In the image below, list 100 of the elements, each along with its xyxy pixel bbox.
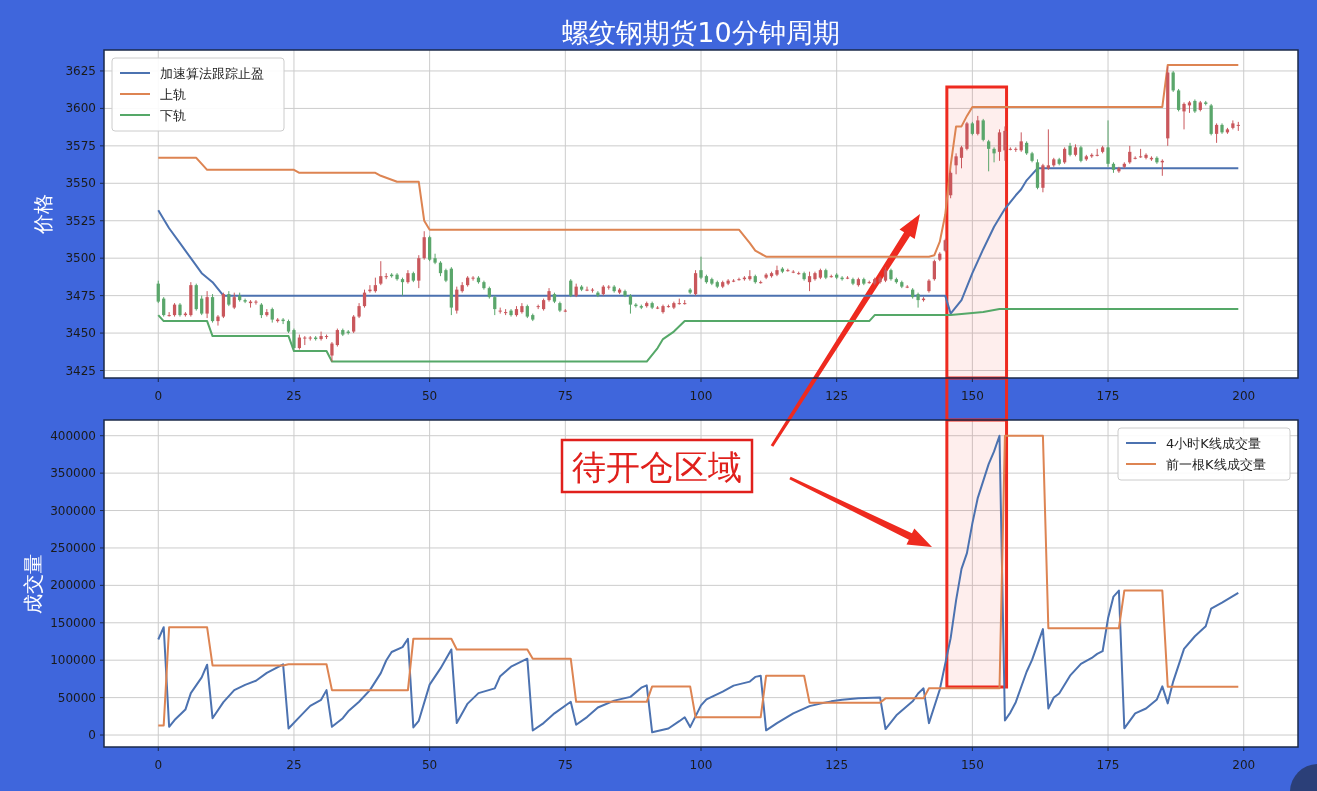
annotation: 待开仓区域 (572, 447, 742, 487)
candlestick (319, 331, 323, 342)
line-series (157, 308, 1240, 363)
y-tick-label: 250000 (50, 540, 96, 555)
line-series (157, 167, 1240, 315)
candlestick (254, 299, 258, 306)
y-tick-label: 100000 (50, 653, 96, 668)
y-tick-label: 3500 (65, 251, 96, 266)
x-tick-label: 175 (1096, 758, 1120, 772)
candlestick (330, 341, 334, 363)
candlestick (981, 118, 985, 142)
y-tick-label: 3575 (65, 138, 96, 153)
candlestick (1144, 152, 1148, 160)
y-tick-label: 3450 (65, 326, 96, 341)
x-tick-label: 50 (422, 758, 438, 772)
candlestick (194, 283, 198, 312)
candlestick (471, 275, 475, 282)
x-tick-label: 125 (825, 389, 849, 403)
candlestick (200, 295, 204, 316)
candlestick (205, 290, 209, 319)
x-tick-label: 150 (960, 758, 984, 772)
candlestick (1014, 146, 1018, 153)
candlestick (1046, 128, 1050, 171)
candlestick (1171, 70, 1175, 93)
candlestick (992, 146, 996, 163)
y-tick-label: 0 (88, 728, 96, 743)
candlestick (596, 290, 600, 298)
candlestick (216, 314, 220, 327)
x-tick-label: 25 (286, 389, 302, 403)
candlestick (693, 269, 698, 297)
legend-label: 4小时K线成交量 (1166, 436, 1261, 451)
candlestick (243, 298, 247, 304)
candlestick (997, 128, 1002, 162)
candlestick (428, 235, 432, 262)
candlestick (807, 271, 812, 292)
candlestick (308, 335, 312, 342)
candlestick (688, 287, 692, 295)
candlestick (878, 275, 882, 285)
candlestick (520, 302, 524, 315)
x-tick-label: 100 (689, 758, 713, 772)
candlestick (1019, 131, 1023, 153)
y-tick-label: 200000 (50, 578, 96, 593)
candlestick (167, 311, 171, 318)
y-tick-label: 400000 (50, 428, 96, 443)
candlestick (493, 295, 497, 316)
candlestick (417, 254, 421, 289)
candlestick (590, 287, 595, 294)
x-tick-label: 0 (154, 758, 163, 772)
y-tick-label: 350000 (50, 466, 96, 481)
candlestick (1214, 122, 1219, 144)
candlestick (156, 280, 160, 304)
candlestick (607, 284, 611, 291)
chart-title: 螺纹钢期货10分钟周期 (562, 17, 840, 48)
y-tick-label: 150000 (50, 615, 96, 630)
candlestick (916, 292, 920, 309)
candlestick (1182, 101, 1186, 130)
x-tick-label: 175 (1096, 389, 1120, 403)
candlestick (379, 260, 383, 286)
x-tick-label: 125 (825, 758, 849, 772)
candlestick (932, 259, 936, 282)
candlestick (433, 253, 437, 265)
y-tick-label: 3525 (65, 213, 96, 228)
candlestick (976, 115, 980, 136)
candlestick (683, 299, 687, 306)
x-tick-label: 200 (1232, 758, 1256, 772)
y-tick-label: 3475 (65, 288, 96, 303)
x-tick-label: 0 (154, 389, 163, 403)
y-tick-label: 3550 (65, 176, 96, 191)
candlestick (1106, 119, 1110, 168)
candlestick (954, 152, 958, 175)
candlestick (699, 256, 703, 280)
candlestick (1117, 166, 1121, 174)
x-tick-label: 75 (557, 758, 573, 772)
candlestick (221, 292, 226, 319)
candlestick (1003, 125, 1007, 162)
candlestick (775, 265, 779, 277)
y-axis-title: 价格 (31, 194, 55, 235)
y-tick-label: 3625 (65, 63, 96, 78)
y-tick-label: 3600 (65, 101, 96, 116)
candlestick (959, 145, 964, 169)
candlestick (628, 293, 633, 315)
candlestick (1041, 163, 1045, 193)
candlestick (509, 308, 513, 318)
x-tick-label: 50 (422, 389, 438, 403)
candlestick (455, 286, 459, 315)
legend-label: 前一根K线成交量 (1166, 457, 1266, 472)
candlestick (292, 328, 296, 351)
x-tick-label: 75 (557, 389, 573, 403)
candlestick (210, 293, 215, 324)
candlestick (987, 139, 991, 172)
y-tick-label: 50000 (57, 690, 96, 705)
legend-label: 上轨 (160, 87, 186, 102)
y-tick-label: 300000 (50, 503, 96, 518)
candlestick (585, 286, 589, 292)
y-tick-label: 3425 (65, 363, 96, 378)
x-tick-label: 25 (286, 758, 302, 772)
candlestick (1155, 155, 1159, 165)
candlestick (395, 272, 399, 282)
x-tick-label: 100 (689, 389, 713, 403)
candlestick (949, 170, 953, 199)
